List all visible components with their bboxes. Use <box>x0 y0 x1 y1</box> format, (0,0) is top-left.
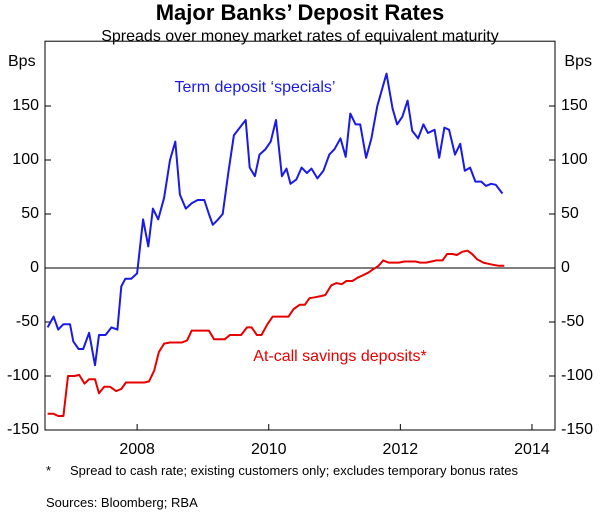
y2-axis-label: Bps <box>564 53 592 70</box>
series-line <box>47 249 505 417</box>
series-label: Term deposit ‘specials’ <box>175 79 336 96</box>
series-line <box>46 72 504 367</box>
y2-tick-label: -50 <box>561 313 584 330</box>
footnote: Spread to cash rate; existing customers … <box>70 463 518 478</box>
sources: Sources: Bloomberg; RBA <box>46 495 198 510</box>
y2-tick-label: 100 <box>561 151 588 168</box>
y-tick-label: -150 <box>7 421 39 438</box>
y-tick-label: 50 <box>21 205 39 222</box>
series-label: At-call savings deposits* <box>253 348 426 365</box>
chart: Major Banks’ Deposit Rates Spreads over … <box>7 0 593 458</box>
x-tick-label: 2010 <box>251 441 287 458</box>
chart-subtitle: Spreads over money market rates of equiv… <box>101 28 499 45</box>
x-tick-label: 2012 <box>383 441 419 458</box>
y2-tick-label: 50 <box>561 205 579 222</box>
y-tick-label: 0 <box>30 259 39 276</box>
y-tick-label: 100 <box>12 151 39 168</box>
x-tick-label: 2008 <box>119 441 155 458</box>
y-axis-label: Bps <box>8 53 36 70</box>
plot-frame <box>44 40 556 431</box>
y2-tick-label: -100 <box>561 367 593 384</box>
chart-title: Major Banks’ Deposit Rates <box>156 0 445 25</box>
y2-tick-label: 150 <box>561 97 588 114</box>
footnote-marker: * <box>46 463 52 478</box>
y2-tick-label: 0 <box>561 259 570 276</box>
y-tick-label: -50 <box>16 313 39 330</box>
y-tick-label: 150 <box>12 97 39 114</box>
y2-tick-label: -150 <box>561 421 593 438</box>
y-tick-label: -100 <box>7 367 39 384</box>
x-tick-label: 2014 <box>514 441 550 458</box>
